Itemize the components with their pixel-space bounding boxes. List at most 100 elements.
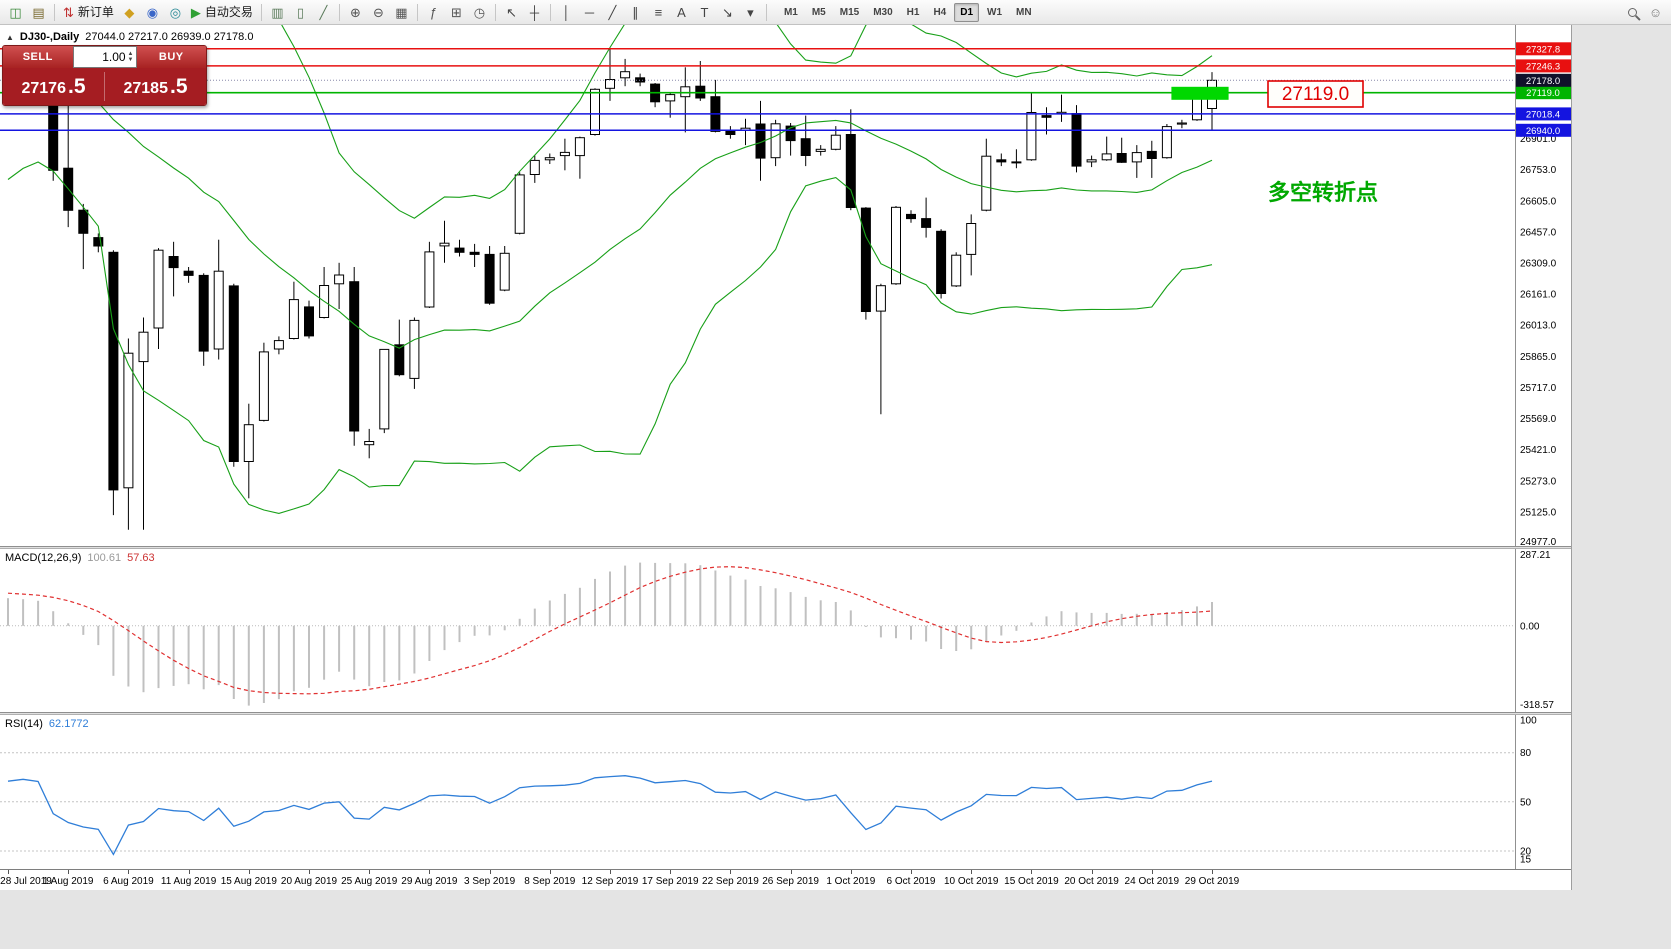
time-axis-tick xyxy=(8,870,9,874)
svg-text:50: 50 xyxy=(1520,797,1532,808)
timeframe-m5-button[interactable]: M5 xyxy=(811,6,826,18)
community-button[interactable]: ◎ xyxy=(165,2,186,23)
timeframe-m1-button[interactable]: M1 xyxy=(783,6,798,18)
time-axis-label: 24 Oct 2019 xyxy=(1124,876,1180,887)
axis-price-badge: 27246.3 xyxy=(1516,59,1571,73)
spinner-down-icon[interactable]: ▼ xyxy=(127,57,134,63)
spinner-up-icon[interactable]: ▲ xyxy=(127,51,134,57)
sell-price[interactable]: 27176.5 xyxy=(3,68,104,105)
smiley-button[interactable]: ☺ xyxy=(1645,2,1666,23)
svg-text:26605.0: 26605.0 xyxy=(1520,196,1557,207)
price-callout-box[interactable]: 27119.0 xyxy=(1267,80,1364,108)
market-button[interactable]: ◉ xyxy=(142,2,163,23)
volume-spinner[interactable]: ▲ ▼ xyxy=(128,51,134,63)
new-order-button-label: 新订单 xyxy=(77,5,114,19)
zoom-in-button[interactable]: ⊕ xyxy=(345,2,366,23)
time-axis-tick xyxy=(911,870,912,874)
macd-signal-value: 57.63 xyxy=(127,552,155,564)
timeframe-m15-button[interactable]: M15 xyxy=(839,6,860,18)
metaeditor-icon: ◆ xyxy=(124,4,135,20)
new-chart-button[interactable]: ◫ xyxy=(5,2,26,23)
search-button[interactable] xyxy=(1622,2,1643,23)
autotrading-button[interactable]: ▶ 自动交易 xyxy=(188,2,256,23)
time-axis-label: 26 Sep 2019 xyxy=(762,876,819,887)
sell-price-frac: .5 xyxy=(67,75,86,98)
panel-splitter[interactable] xyxy=(0,546,1571,549)
main-chart-panel[interactable]: 27119.0 多空转折点 26901.0 26753.0 26605.0 26457.0… xyxy=(0,25,1571,546)
cursor-button[interactable]: ↖ xyxy=(501,2,522,23)
svg-text:80: 80 xyxy=(1520,748,1532,759)
channel-button[interactable]: ∥ xyxy=(625,2,646,23)
line-chart-button[interactable]: ╱ xyxy=(313,2,334,23)
indicators-button[interactable]: ƒ xyxy=(423,2,444,23)
timeframe-h4-button[interactable]: H4 xyxy=(933,6,947,18)
objects-dropdown[interactable]: ▾ xyxy=(740,2,761,23)
time-axis-tick xyxy=(128,870,130,874)
templates-button[interactable]: ⊞ xyxy=(446,2,467,23)
search-icon xyxy=(1628,7,1637,17)
time-axis-label: 11 Aug 2019 xyxy=(160,876,217,887)
trendline-button[interactable]: ╱ xyxy=(602,2,623,23)
trade-prices-row: 27176.5 27185.5 xyxy=(3,68,206,105)
period-clock-button[interactable]: ◷ xyxy=(469,2,490,23)
buy-button[interactable]: BUY xyxy=(136,46,206,68)
time-axis[interactable]: 28 Jul 2019 1 Aug 2019 6 Aug 2019 11 Aug 20… xyxy=(0,869,1571,890)
chart-window: 27119.0 多空转折点 26901.0 26753.0 26605.0 26457.0… xyxy=(0,25,1571,890)
timeframe-m30-button[interactable]: M30 xyxy=(873,6,893,18)
axis-price-badge: 27178.0 xyxy=(1516,73,1571,87)
channel-icon: ∥ xyxy=(632,4,639,20)
sell-button[interactable]: SELL xyxy=(3,46,73,68)
crosshair-icon: ┼ xyxy=(529,4,540,20)
time-axis-tick xyxy=(429,870,431,874)
rsi-line xyxy=(7,775,1213,856)
horizontal-line-icon: ─ xyxy=(584,4,595,20)
volume-input[interactable]: 1.00 ▲ ▼ xyxy=(72,46,137,68)
timeframe-d1-button[interactable]: D1 xyxy=(954,2,980,22)
time-axis-tick xyxy=(850,870,852,874)
timeframe-w1-button[interactable]: W1 xyxy=(987,6,1003,18)
toolbar-separator xyxy=(54,3,55,21)
panel-splitter[interactable] xyxy=(0,712,1571,715)
candlestick-chart-button[interactable]: ▯ xyxy=(290,2,311,23)
buy-price[interactable]: 27185.5 xyxy=(105,68,206,105)
time-axis-tick xyxy=(68,870,70,874)
zoom-out-button[interactable]: ⊖ xyxy=(368,2,389,23)
svg-text:27119.0: 27119.0 xyxy=(1282,84,1349,105)
toolbar-separator xyxy=(338,3,340,21)
tile-windows-icon: ▦ xyxy=(395,4,408,20)
metaeditor-button[interactable]: ◆ xyxy=(119,2,140,23)
time-axis-tick xyxy=(610,870,611,874)
crosshair-button[interactable]: ┼ xyxy=(524,2,545,23)
vertical-line-button[interactable]: │ xyxy=(556,2,577,23)
autotrading-button-label: 自动交易 xyxy=(204,5,253,19)
tile-windows-button[interactable]: ▦ xyxy=(391,2,412,23)
macd-canvas[interactable]: 287.21 0.00 -318.57 xyxy=(0,549,1571,712)
profiles-button[interactable]: ▤ xyxy=(28,2,49,23)
text-label-button[interactable]: T xyxy=(694,2,715,23)
fibonacci-button[interactable]: ≡ xyxy=(648,2,669,23)
price-chart-canvas[interactable]: 27119.0 多空转折点 26901.0 26753.0 26605.0 26457.0… xyxy=(0,25,1571,546)
price-axis[interactable]: 26901.0 26753.0 26605.0 26457.0 26309.0 26161… xyxy=(1515,25,1572,546)
highlight-rectangle[interactable] xyxy=(1171,86,1229,100)
chart-note-text[interactable]: 多空转折点 xyxy=(1268,180,1378,205)
horizontal-line-button[interactable]: ─ xyxy=(579,2,600,23)
symbol-header: ▲ DJ30-,Daily 27044.0 27217.0 26939.0 27… xyxy=(6,31,253,43)
smiley-icon: ☺ xyxy=(1648,4,1663,20)
rsi-panel[interactable]: 100 80 50 20 15 xyxy=(0,715,1571,869)
timeframe-h1-button[interactable]: H1 xyxy=(906,6,920,18)
text-button[interactable]: A xyxy=(671,2,692,23)
arrows-button[interactable]: ↘ xyxy=(717,2,738,23)
one-click-collapse-icon[interactable]: ▲ xyxy=(6,32,14,42)
svg-text:26753.0: 26753.0 xyxy=(1520,165,1557,176)
time-axis-tick xyxy=(971,870,973,874)
new-order-button[interactable]: ⇅ 新订单 xyxy=(60,2,117,23)
svg-text:25421.0: 25421.0 xyxy=(1520,445,1557,456)
timeframe-mn-button[interactable]: MN xyxy=(1016,6,1032,18)
workspace-background xyxy=(1571,25,1671,890)
macd-panel[interactable]: 287.21 0.00 -318.57 xyxy=(0,549,1571,712)
text-icon: A xyxy=(677,4,686,20)
time-axis-label: 15 Aug 2019 xyxy=(220,876,277,887)
sell-price-main: 27176 xyxy=(21,80,66,97)
bar-chart-button[interactable]: ▥ xyxy=(267,2,288,23)
